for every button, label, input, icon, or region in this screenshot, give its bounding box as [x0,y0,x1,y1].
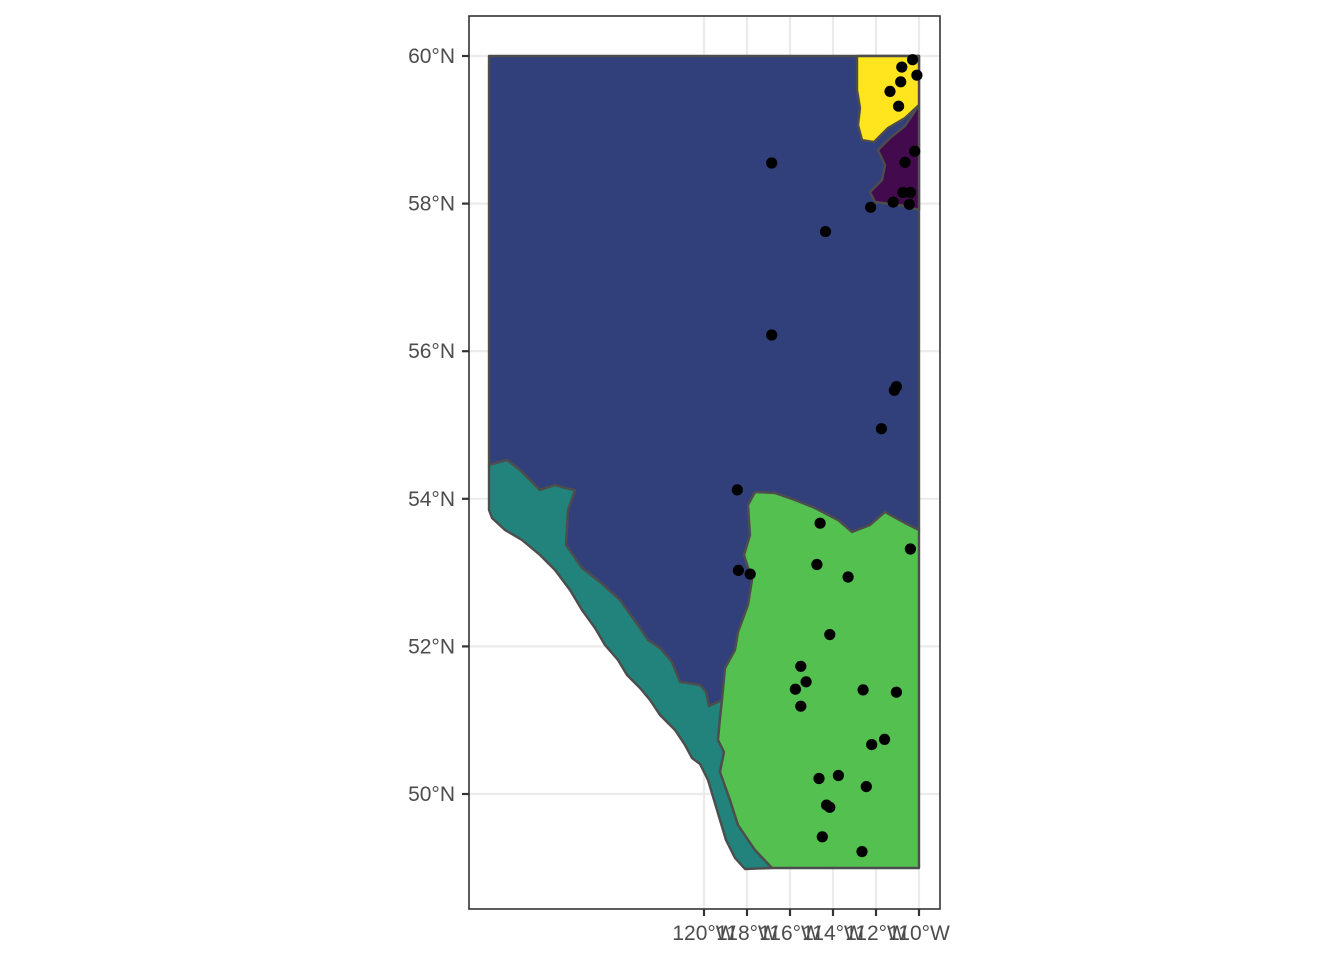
station-point [800,676,812,688]
station-point [890,686,903,698]
station-point [814,517,826,529]
station-point [860,781,872,793]
station-point [904,543,917,555]
station-point [865,201,877,213]
station-point [824,801,836,813]
station-point [795,700,807,712]
y-tick-label: 58°N [408,193,455,216]
y-tick-label: 56°N [408,340,455,363]
station-point [766,157,778,169]
station-point [857,684,869,696]
x-tick-label: 120°W [672,922,735,945]
y-tick-label: 50°N [408,783,455,806]
station-point [895,76,907,88]
station-point [875,423,888,435]
y-tick-label: 52°N [408,635,455,658]
station-point [890,381,903,393]
x-tick-label: 110°W [888,922,950,945]
station-point [897,186,909,199]
station-point [866,739,878,751]
x-tick-label: 112°W [845,922,907,945]
station-point [819,226,832,238]
station-point [744,568,756,580]
y-tick-label: 60°N [408,45,455,68]
station-point [887,196,899,208]
station-point [911,69,923,81]
station-point [766,329,778,341]
station-point [899,156,911,168]
station-point [907,54,919,66]
station-point [903,198,915,210]
station-point [811,558,823,571]
station-point [896,61,908,73]
station-point [893,100,905,112]
station-point [842,571,854,583]
ecoregion-polygons [487,54,921,871]
station-point [795,660,807,672]
station-point [909,145,921,157]
station-points [731,54,923,858]
x-tick-label: 118°W [716,922,778,945]
station-point [856,846,868,858]
station-point [731,484,743,496]
x-tick-label: 114°W [802,922,864,945]
x-tick-label: 116°W [759,922,821,945]
y-tick-label: 54°N [408,488,455,511]
region-grassland [716,490,921,870]
station-point [879,733,891,746]
y-axis: 60°N 58°N 56°N 54°N 52°N 50°N [408,45,469,806]
station-point [813,772,825,785]
station-point [732,564,745,577]
station-point [824,629,836,641]
station-point [789,683,802,695]
station-point [816,831,828,843]
map-panel [468,15,941,910]
station-point [832,769,845,782]
station-point [884,85,896,97]
